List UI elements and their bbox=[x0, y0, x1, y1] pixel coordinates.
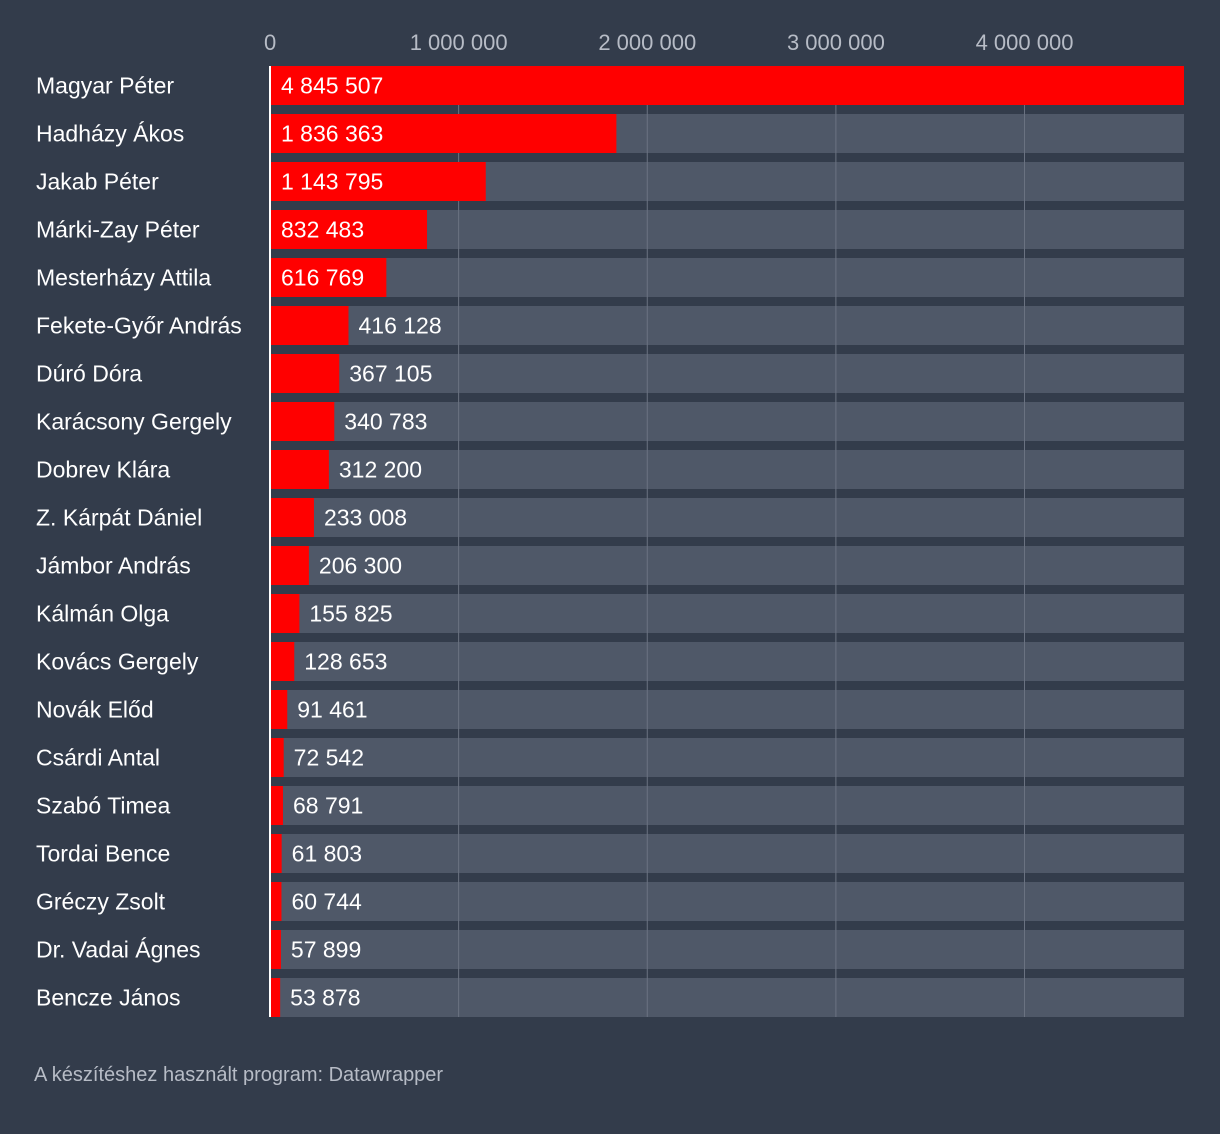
value-label: 616 769 bbox=[281, 265, 364, 291]
category-label: Karácsony Gergely bbox=[36, 409, 232, 435]
bar-tracks bbox=[270, 66, 1184, 1017]
x-tick-label: 2 000 000 bbox=[598, 30, 696, 55]
category-label: Kálmán Olga bbox=[36, 601, 169, 627]
bar bbox=[270, 594, 300, 633]
category-label: Tordai Bence bbox=[36, 841, 170, 867]
value-label: 340 783 bbox=[344, 409, 427, 435]
gridlines bbox=[458, 66, 1026, 1017]
bar bbox=[270, 210, 428, 249]
value-label: 832 483 bbox=[281, 217, 364, 243]
bar-track bbox=[270, 882, 1184, 921]
value-label: 1 143 795 bbox=[281, 169, 383, 195]
bar-track bbox=[270, 258, 1184, 297]
bar bbox=[270, 162, 486, 201]
value-label: 128 653 bbox=[304, 649, 387, 675]
bar-track bbox=[270, 738, 1184, 777]
bar bbox=[270, 66, 1184, 105]
x-tick-label: 4 000 000 bbox=[976, 30, 1074, 55]
category-label: Jakab Péter bbox=[36, 169, 159, 195]
bar bbox=[270, 402, 335, 441]
x-tick-label: 1 000 000 bbox=[410, 30, 508, 55]
bar-track bbox=[270, 546, 1184, 585]
bar bbox=[270, 306, 349, 345]
value-label: 68 791 bbox=[293, 793, 363, 819]
bar bbox=[270, 258, 387, 297]
category-label: Kovács Gergely bbox=[36, 649, 199, 675]
bar-track bbox=[270, 642, 1184, 681]
bar bbox=[270, 642, 295, 681]
x-axis: 0 1 000 000 2 000 000 3 000 000 4 000 000 bbox=[264, 30, 1073, 1017]
bar bbox=[270, 114, 617, 153]
category-label: Csárdi Antal bbox=[36, 745, 160, 771]
bar bbox=[270, 786, 283, 825]
bar-track bbox=[270, 834, 1184, 873]
value-label: 312 200 bbox=[339, 457, 422, 483]
footer-credit: A készítéshez használt program: Datawrap… bbox=[34, 1064, 444, 1086]
value-label: 206 300 bbox=[319, 553, 402, 579]
category-label: Novák Előd bbox=[36, 697, 154, 723]
bar bbox=[270, 882, 282, 921]
category-label: Z. Kárpát Dániel bbox=[36, 505, 202, 531]
category-label: Márki-Zay Péter bbox=[36, 217, 200, 243]
bar bbox=[270, 978, 281, 1017]
category-label: Dúró Dóra bbox=[36, 361, 142, 387]
value-label: 155 825 bbox=[309, 601, 392, 627]
value-label: 57 899 bbox=[291, 937, 361, 963]
value-label: 53 878 bbox=[290, 985, 360, 1011]
bar bbox=[270, 690, 288, 729]
bar-track bbox=[270, 978, 1184, 1017]
value-label: 233 008 bbox=[324, 505, 407, 531]
category-label: Hadházy Ákos bbox=[36, 121, 184, 147]
bar bbox=[270, 738, 284, 777]
bar-track bbox=[270, 690, 1184, 729]
value-label: 60 744 bbox=[291, 889, 362, 915]
value-label: 1 836 363 bbox=[281, 121, 383, 147]
bar bbox=[270, 450, 329, 489]
bar bbox=[270, 834, 282, 873]
x-tick-label: 3 000 000 bbox=[787, 30, 885, 55]
category-label: Szabó Timea bbox=[36, 793, 170, 819]
value-label: 416 128 bbox=[358, 313, 441, 339]
category-label: Magyar Péter bbox=[36, 73, 174, 99]
x-tick-label: 0 bbox=[264, 30, 276, 55]
category-label: Jámbor András bbox=[36, 553, 191, 579]
bar-track bbox=[270, 594, 1184, 633]
category-label: Mesterházy Attila bbox=[36, 265, 211, 291]
category-label: Dobrev Klára bbox=[36, 457, 170, 483]
bar bbox=[270, 930, 281, 969]
bar-track bbox=[270, 354, 1184, 393]
bar bbox=[270, 498, 314, 537]
value-label: 4 845 507 bbox=[281, 73, 383, 99]
category-label: Dr. Vadai Ágnes bbox=[36, 937, 201, 963]
bar bbox=[270, 546, 309, 585]
bar-track bbox=[270, 786, 1184, 825]
value-label: 72 542 bbox=[294, 745, 364, 771]
value-label: 367 105 bbox=[349, 361, 432, 387]
bar-track bbox=[270, 402, 1184, 441]
bar-track bbox=[270, 498, 1184, 537]
category-labels: Magyar Péter Hadházy Ákos Jakab Péter Márki… bbox=[36, 73, 242, 1011]
value-labels: 4 845 507 1 836 363 1 143 795 832 483 616 76… bbox=[281, 73, 442, 1011]
bar bbox=[270, 354, 340, 393]
category-label: Gréczy Zsolt bbox=[36, 889, 166, 915]
value-label: 61 803 bbox=[292, 841, 362, 867]
bar-track bbox=[270, 306, 1184, 345]
value-label: 91 461 bbox=[297, 697, 367, 723]
category-label: Fekete-Győr András bbox=[36, 313, 242, 339]
category-label: Bencze János bbox=[36, 985, 180, 1011]
bars bbox=[270, 66, 1184, 1017]
bar-track bbox=[270, 450, 1184, 489]
bar-track bbox=[270, 930, 1184, 969]
